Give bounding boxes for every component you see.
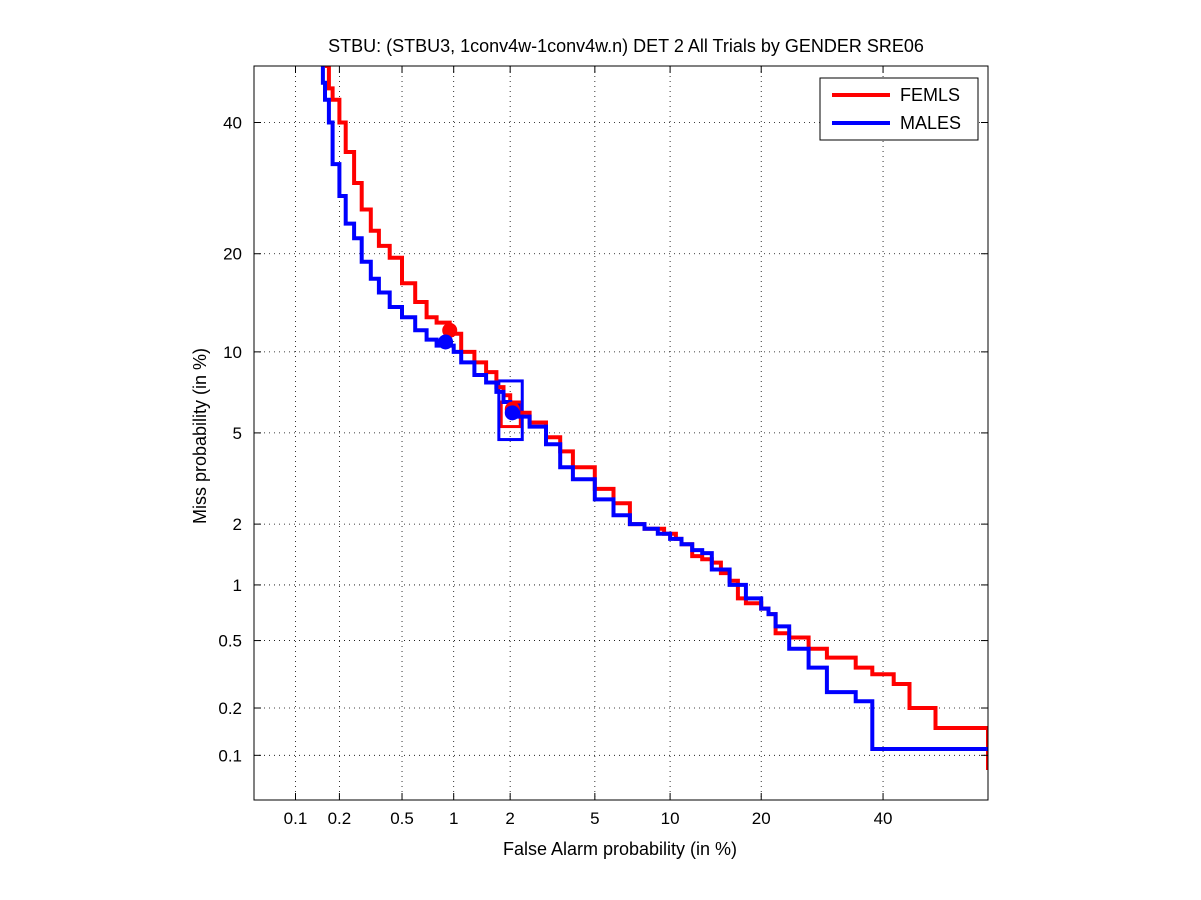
marker-males	[504, 405, 520, 421]
x-tick-label: 40	[874, 809, 893, 828]
y-tick-label: 40	[223, 114, 242, 133]
legend-label-males: MALES	[900, 113, 961, 133]
legend-box	[819, 77, 979, 141]
data-layer	[320, 66, 988, 770]
y-axis-label: Miss probability (in %)	[190, 348, 210, 524]
y-tick-label: 0.1	[218, 746, 242, 765]
x-tick-label: 0.2	[328, 809, 352, 828]
x-tick-label: 20	[752, 809, 771, 828]
y-tick-label: 0.5	[218, 632, 242, 651]
x-axis-label: False Alarm probability (in %)	[503, 839, 737, 859]
y-tick-label: 20	[223, 245, 242, 264]
y-tick-label: 10	[223, 343, 242, 362]
y-tick-label: 5	[233, 424, 242, 443]
y-tick-label: 1	[233, 576, 242, 595]
tick-labels: 0.1 0.2 0.5 1 2 5 10 20 40 0.1 0.2 0.5 1 2 5 10 20 40	[218, 66, 988, 828]
x-tick-label: 5	[590, 809, 599, 828]
series-group	[320, 66, 988, 770]
legend-label-femls: FEMLS	[900, 85, 960, 105]
confidence-box-males	[497, 379, 524, 442]
x-tick-label: 1	[449, 809, 458, 828]
series-line-males	[320, 66, 988, 751]
x-tick-label: 0.5	[390, 809, 414, 828]
plot-area	[254, 66, 988, 800]
y-tick-label: 2	[233, 515, 242, 534]
x-tick-label: 2	[505, 809, 514, 828]
legend: FEMLS MALES	[819, 77, 979, 141]
marker-males	[438, 334, 454, 350]
y-tick-label: 0.2	[218, 699, 242, 718]
x-tick-label: 10	[661, 809, 680, 828]
x-tick-label: 0.1	[284, 809, 308, 828]
chart-title: STBU: (STBU3, 1conv4w-1conv4w.n) DET 2 A…	[328, 36, 924, 56]
